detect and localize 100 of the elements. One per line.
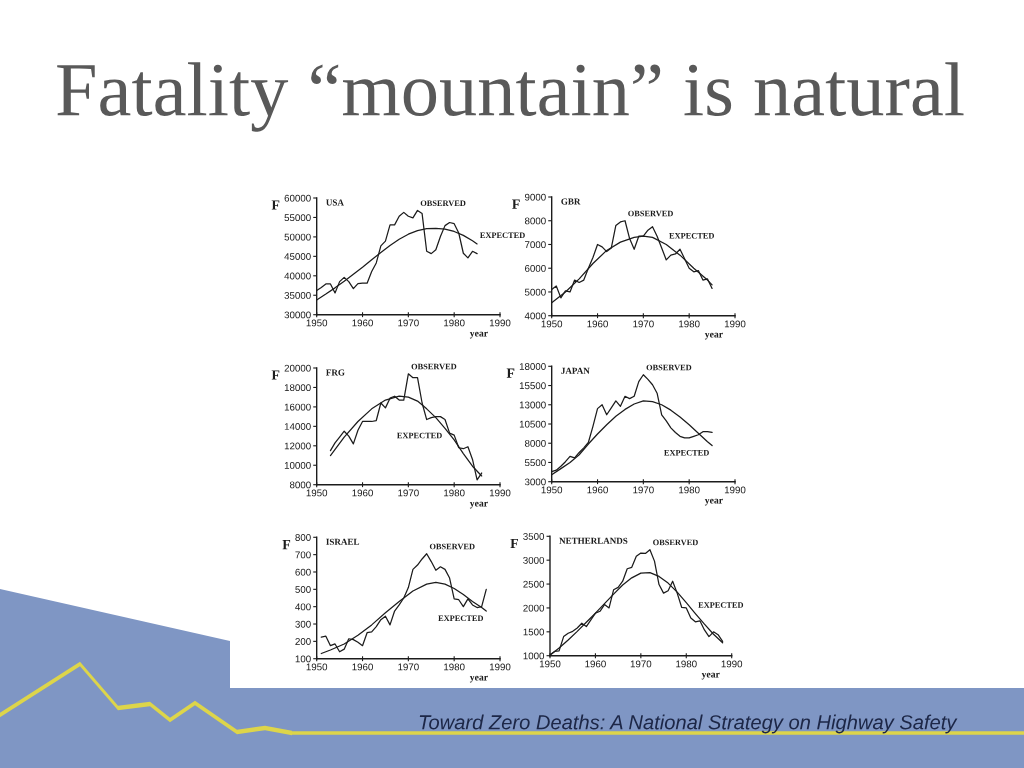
x-tick-label: 1980 [444,319,465,327]
y-tick-label: 2500 [523,580,545,588]
x-tick-label: 1950 [306,319,328,327]
y-tick-label: 10000 [284,461,311,469]
y-tick-label: 35000 [284,291,311,299]
y-axis-title: F [282,540,291,550]
chart-title: JAPAN [561,367,590,374]
x-tick-label: 1990 [489,489,511,497]
y-tick-label: 3000 [523,556,545,564]
y-tick-label: 3000 [524,478,546,486]
x-tick-label: 1960 [587,486,608,494]
series-label: OBSERVED [420,200,466,207]
series-label: OBSERVED [653,539,698,546]
x-tick-label: 1950 [541,486,563,494]
y-tick-label: 1000 [523,652,545,660]
y-axis-title: F [510,538,518,548]
y-tick-label: 45000 [284,253,311,260]
y-tick-label: 18000 [519,363,546,370]
y-tick-label: 55000 [284,214,311,222]
series-label: EXPECTED [480,232,525,239]
chart-title: GBR [561,198,581,205]
series-label: EXPECTED [664,449,709,456]
series-label: EXPECTED [698,602,744,608]
x-tick-label: 1960 [587,320,608,328]
x-tick-label: 1990 [721,660,743,668]
chart-title: ISRAEL [326,538,360,545]
x-tick-label: 1970 [630,660,652,668]
x-tick-label: 1990 [724,320,746,328]
y-tick-label: 8000 [289,481,311,489]
y-axis-title: F [271,200,280,210]
y-tick-label: 800 [295,534,311,541]
y-tick-label: 60000 [284,194,311,202]
x-axis-title: year [701,672,720,680]
y-tick-label: 3500 [523,533,545,540]
chart-title: USA [326,199,344,206]
series-label: EXPECTED [669,233,715,239]
x-axis-title: year [469,675,488,683]
y-tick-label: 300 [295,620,311,628]
series-label: OBSERVED [411,363,457,370]
x-tick-label: 1980 [444,489,465,497]
y-tick-label: 100 [295,655,311,663]
y-tick-label: 18000 [284,384,311,392]
y-tick-label: 12000 [284,442,311,450]
y-tick-label: 6000 [525,264,546,272]
x-tick-label: 1970 [633,486,654,494]
x-axis-title: year [469,331,488,339]
x-tick-label: 1950 [306,663,328,671]
y-tick-label: 8000 [524,217,546,225]
x-tick-label: 1980 [444,663,465,671]
y-tick-label: 700 [295,551,311,559]
x-tick-label: 1950 [306,489,328,497]
y-axis-title: F [512,199,520,209]
x-tick-label: 1990 [489,319,511,327]
y-tick-label: 15500 [519,382,546,390]
x-tick-label: 1980 [679,320,700,328]
y-tick-label: 4000 [524,312,546,320]
y-tick-label: 200 [295,638,311,645]
y-tick-label: 500 [295,586,311,593]
x-tick-label: 1960 [352,489,373,497]
y-tick-label: 1500 [523,628,545,636]
series-label: OBSERVED [429,543,475,550]
y-tick-label: 8000 [524,439,546,447]
x-tick-label: 1980 [676,660,697,668]
y-tick-label: 400 [295,603,311,611]
y-tick-label: 16000 [284,403,311,411]
y-tick-label: 30000 [284,311,311,319]
x-axis-title: year [704,498,723,506]
series-label: EXPECTED [397,432,442,439]
x-tick-label: 1970 [633,320,654,328]
x-axis-title: year [704,332,723,340]
y-tick-label: 5000 [524,288,546,296]
y-tick-label: 2000 [523,604,545,612]
chart-title: NETHERLANDS [559,537,628,544]
y-tick-label: 9000 [524,193,546,201]
y-tick-label: 7000 [525,241,546,249]
x-tick-label: 1990 [489,663,511,671]
y-tick-label: 5500 [524,459,546,467]
x-tick-label: 1950 [541,320,563,328]
x-axis-title: year [469,501,488,509]
x-tick-label: 1960 [352,319,373,327]
y-axis-title: F [271,370,280,380]
x-tick-label: 1970 [398,319,419,327]
text: Fatality “mountain” is natural [57,62,964,132]
series-label: OBSERVED [628,210,673,217]
y-tick-label: 13000 [519,401,546,409]
y-tick-label: 14000 [284,423,311,430]
x-tick-label: 1950 [539,660,561,668]
x-tick-label: 1970 [398,663,419,671]
y-tick-label: 10500 [519,420,546,428]
x-tick-label: 1990 [724,486,746,494]
x-tick-label: 1960 [352,663,373,671]
x-tick-label: 1970 [398,489,419,497]
chart-title: FRG [326,369,345,376]
y-tick-label: 20000 [284,364,311,372]
series-label: OBSERVED [646,364,692,371]
y-tick-label: 50000 [284,233,311,241]
series-label: EXPECTED [438,615,484,622]
y-tick-label: 600 [295,568,311,576]
x-tick-label: 1960 [585,660,606,668]
y-tick-label: 40000 [284,272,311,280]
